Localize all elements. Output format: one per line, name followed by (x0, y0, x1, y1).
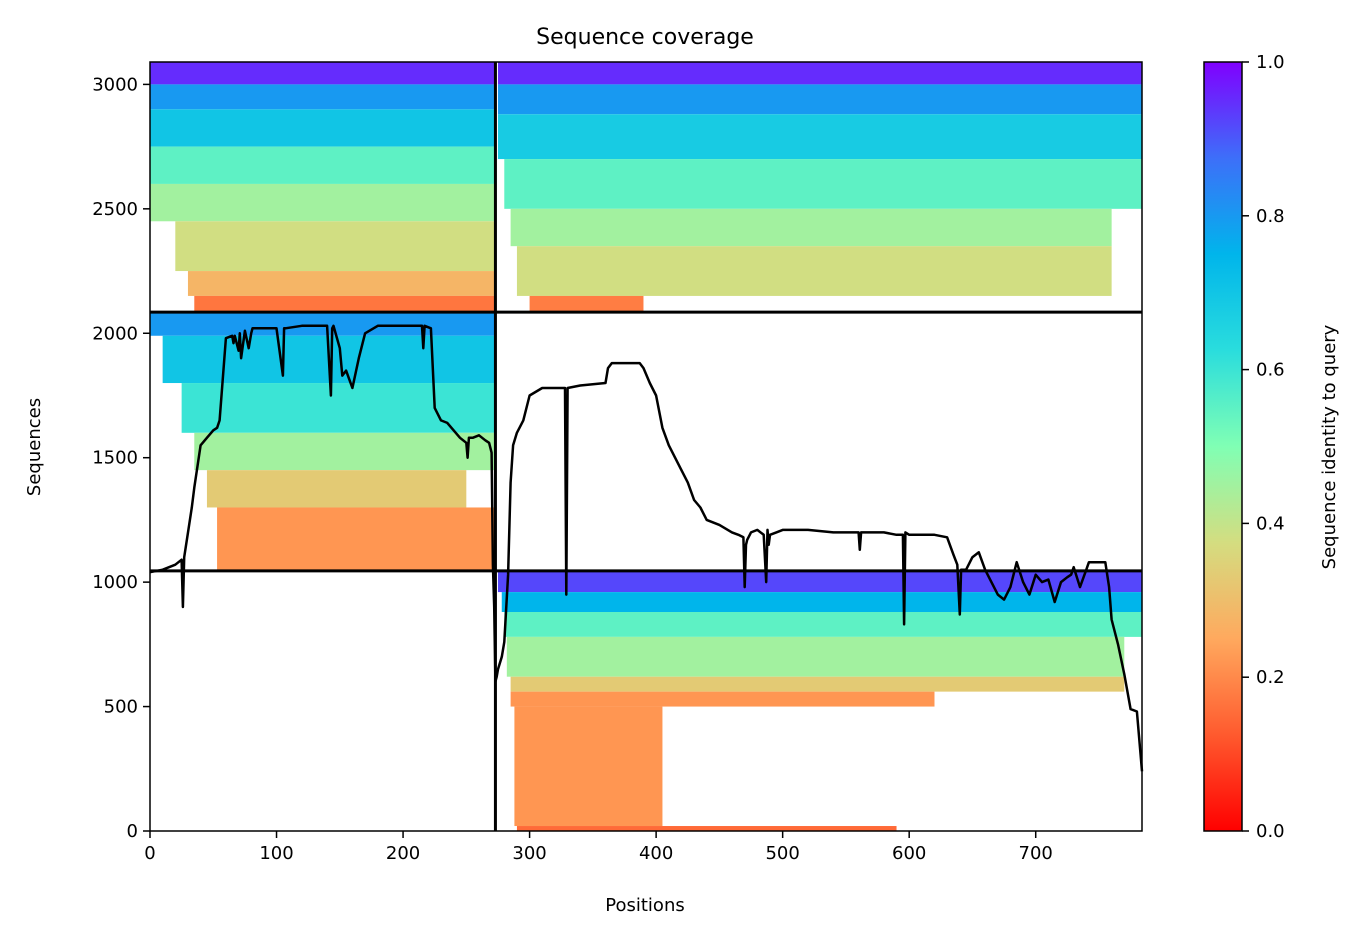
coverage-band (187, 271, 496, 296)
y-tick-label: 0 (127, 821, 138, 842)
y-tick-label: 2500 (92, 199, 138, 220)
x-tick-label: 700 (1019, 843, 1053, 864)
coverage-band (181, 383, 496, 433)
coverage-band (150, 183, 496, 222)
x-tick-label: 300 (512, 843, 546, 864)
coverage-band (497, 570, 1142, 593)
colorbar: 0.0 0.2 0.4 0.6 0.8 1.0 Sequence identity to … (1203, 52, 1340, 842)
coverage-line (149, 324, 1144, 772)
y-axis-label: Sequences (24, 398, 45, 496)
plot-frame (149, 61, 1143, 832)
coverage-band (514, 706, 663, 827)
coverage-block-1 (150, 62, 496, 313)
x-tick-label: 0 (144, 843, 155, 864)
x-tick-label: 600 (892, 843, 926, 864)
colorbar-tick-label: 0.4 (1256, 513, 1285, 534)
x-tick-label: 200 (386, 843, 420, 864)
coverage-band (150, 62, 496, 85)
coverage-band (510, 208, 1112, 247)
x-tick-label: 500 (765, 843, 799, 864)
coverage-band (504, 159, 1142, 209)
colorbar-tick-label: 0.8 (1256, 206, 1285, 227)
coverage-band (175, 221, 496, 272)
x-tick-label: 400 (639, 843, 673, 864)
plot-area (149, 61, 1144, 832)
coverage-band (497, 114, 1142, 160)
coverage-band (506, 636, 1125, 677)
coverage-block-2 (497, 62, 1142, 313)
coverage-band (501, 592, 1142, 612)
coverage-block-4 (497, 570, 1142, 831)
colorbar-tick-label: 0.2 (1256, 667, 1285, 688)
coverage-band (510, 691, 935, 707)
y-tick-label: 3000 (92, 74, 138, 95)
coverage-band (510, 676, 1125, 692)
x-axis-label: Positions (605, 895, 684, 916)
coverage-band (150, 312, 496, 336)
colorbar-tick-label: 0.0 (1256, 821, 1285, 842)
y-tick-label: 2000 (92, 323, 138, 344)
y-axis: 0 500 1000 1500 2000 2500 3000 (92, 74, 150, 842)
coverage-band (217, 507, 496, 571)
coverage-block-3 (150, 312, 496, 571)
y-tick-label: 1000 (92, 572, 138, 593)
coverage-band (516, 246, 1112, 296)
colorbar-tick-label: 1.0 (1256, 52, 1285, 73)
coverage-band (206, 470, 467, 508)
coverage-band (194, 295, 496, 313)
coverage-band (194, 432, 496, 471)
colorbar-ticks: 0.0 0.2 0.4 0.6 0.8 1.0 (1242, 52, 1285, 842)
y-tick-label: 1500 (92, 448, 138, 469)
coverage-band (150, 84, 496, 110)
coverage-band (150, 109, 496, 147)
colorbar-tick-label: 0.6 (1256, 360, 1285, 381)
x-axis: 0 100 200 300 400 500 600 700 (144, 831, 1053, 864)
chart-title: Sequence coverage (536, 25, 754, 50)
coverage-band (516, 826, 897, 831)
coverage-band (497, 62, 1142, 85)
coverage-band (497, 84, 1142, 115)
colorbar-label: Sequence identity to query (1319, 324, 1340, 569)
x-tick-label: 100 (259, 843, 293, 864)
coverage-band (529, 295, 644, 313)
colorbar-gradient (1203, 61, 1243, 832)
coverage-band (150, 146, 496, 184)
y-tick-label: 500 (104, 697, 138, 718)
coverage-band (504, 611, 1142, 637)
